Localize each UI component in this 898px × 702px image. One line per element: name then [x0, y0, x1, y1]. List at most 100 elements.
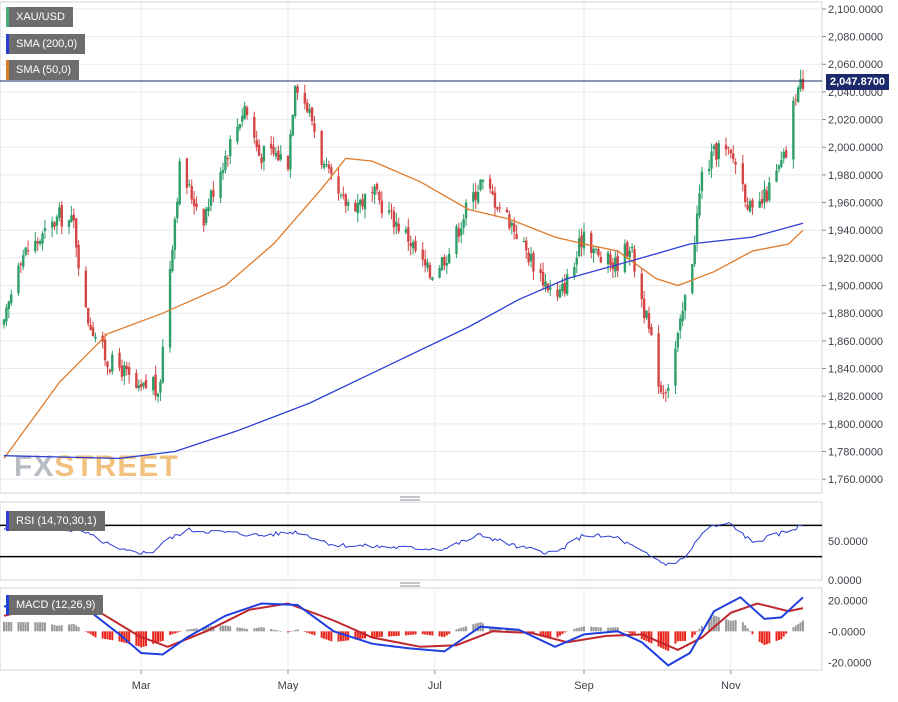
macd-histogram-bar [219, 625, 222, 632]
macd-histogram-bar [684, 631, 687, 641]
legend-sma200[interactable]: SMA (200,0) [6, 34, 86, 54]
macd-histogram-bar [89, 631, 92, 635]
candle-body [748, 200, 752, 212]
legend-sma50[interactable]: SMA (50,0) [6, 60, 80, 80]
macd-tick-label: -0.0000 [828, 626, 865, 638]
macd-histogram-bar [306, 631, 309, 633]
macd-histogram-bar [421, 631, 424, 635]
candle-body [549, 287, 552, 290]
macd-histogram-bar [556, 631, 559, 638]
candle-body [544, 281, 547, 287]
candle-body [94, 336, 97, 339]
macd-histogram-bar [628, 631, 631, 634]
candle-body [24, 247, 27, 255]
macd-histogram-bar [751, 631, 754, 635]
candle-body [342, 194, 345, 196]
x-tick-label-may: May [278, 680, 299, 692]
candle-body [744, 184, 747, 202]
candle-body [532, 252, 535, 272]
legend-rsi[interactable]: RSI (14,70,30,1) [6, 511, 105, 531]
candle-body [224, 155, 227, 171]
macd-histogram-bar [392, 631, 395, 637]
candle-body [541, 271, 545, 286]
macd-histogram-bar [746, 628, 749, 632]
macd-histogram-bar [294, 630, 297, 632]
macd-histogram-bar [241, 628, 244, 632]
candle-body [724, 144, 728, 150]
macd-histogram-bar [616, 627, 619, 632]
macd-histogram-bar [128, 631, 131, 644]
macd-histogram-bar [135, 631, 138, 646]
candle-body [260, 157, 263, 164]
macd-histogram-bar [539, 631, 542, 636]
macd-histogram-bar [176, 631, 179, 633]
candle-body [630, 246, 634, 249]
macd-histogram-bar [378, 631, 381, 638]
macd-histogram-bar [53, 625, 56, 632]
macd-histogram-bar [258, 627, 261, 632]
macd-histogram-bar [43, 622, 46, 632]
candle-body [760, 199, 764, 204]
macd-histogram-bar [339, 631, 342, 642]
macd-histogram-bar [260, 627, 263, 632]
macd-histogram-bar [224, 625, 227, 632]
macd-histogram-bar [157, 631, 160, 643]
macd-histogram-bar [320, 631, 323, 638]
candle-body [529, 253, 533, 262]
candle-body [371, 192, 374, 194]
macd-histogram-bar [431, 631, 434, 636]
macd-histogram-bar [498, 627, 501, 632]
macd-histogram-bar [397, 631, 400, 636]
candle-body [407, 227, 410, 242]
candle-body [22, 255, 25, 267]
macd-histogram-bar [710, 617, 713, 632]
macd-histogram-bar [457, 628, 460, 632]
candle-body [628, 250, 631, 258]
candle-body [291, 114, 294, 136]
candle-body [346, 202, 350, 206]
legend-macd[interactable]: MACD (12,26,9) [6, 595, 104, 615]
candle-body [202, 209, 205, 226]
macd-histogram-bar [611, 627, 614, 632]
candle-body [647, 313, 651, 329]
macd-histogram-bar [327, 631, 330, 641]
macd-histogram-bar [477, 622, 480, 632]
macd-histogram-bar [734, 620, 737, 632]
macd-histogram-bar [390, 631, 393, 637]
candle-body [118, 352, 121, 368]
candle-body [683, 295, 687, 311]
legend-symbol[interactable]: XAU/USD [6, 7, 73, 27]
candle-body [279, 154, 282, 160]
candle-body [67, 220, 71, 227]
macd-histogram-bar [724, 619, 727, 632]
macd-histogram-bar [70, 624, 73, 632]
candle-body [361, 199, 364, 207]
candle-body [226, 158, 230, 160]
price-tick-label: 1,840.0000 [828, 364, 883, 376]
candle-body [693, 244, 696, 265]
candle-body [493, 192, 497, 208]
candle-body [657, 333, 660, 387]
macd-histogram-bar [323, 631, 326, 639]
candle-body [445, 263, 449, 266]
candle-body [55, 216, 59, 226]
macd-histogram-bar [123, 631, 126, 643]
macd-histogram-bar [797, 623, 800, 632]
candle-body [320, 130, 323, 166]
macd-histogram-bar [190, 629, 193, 632]
macd-histogram-bar [108, 631, 111, 640]
macd-histogram-bar [291, 630, 294, 632]
macd-histogram-bar [729, 620, 732, 632]
macd-histogram-bar [582, 626, 585, 632]
legend-sma50-swatch [6, 60, 9, 80]
candle-body [741, 163, 745, 185]
macd-histogram-bar [72, 623, 75, 632]
macd-histogram-bar [578, 627, 581, 632]
candle-body [339, 195, 343, 197]
macd-histogram-bar [104, 631, 107, 639]
candle-body [710, 151, 713, 169]
candle-body [681, 311, 684, 322]
macd-histogram-bar [566, 630, 569, 632]
candle-body [443, 256, 446, 266]
